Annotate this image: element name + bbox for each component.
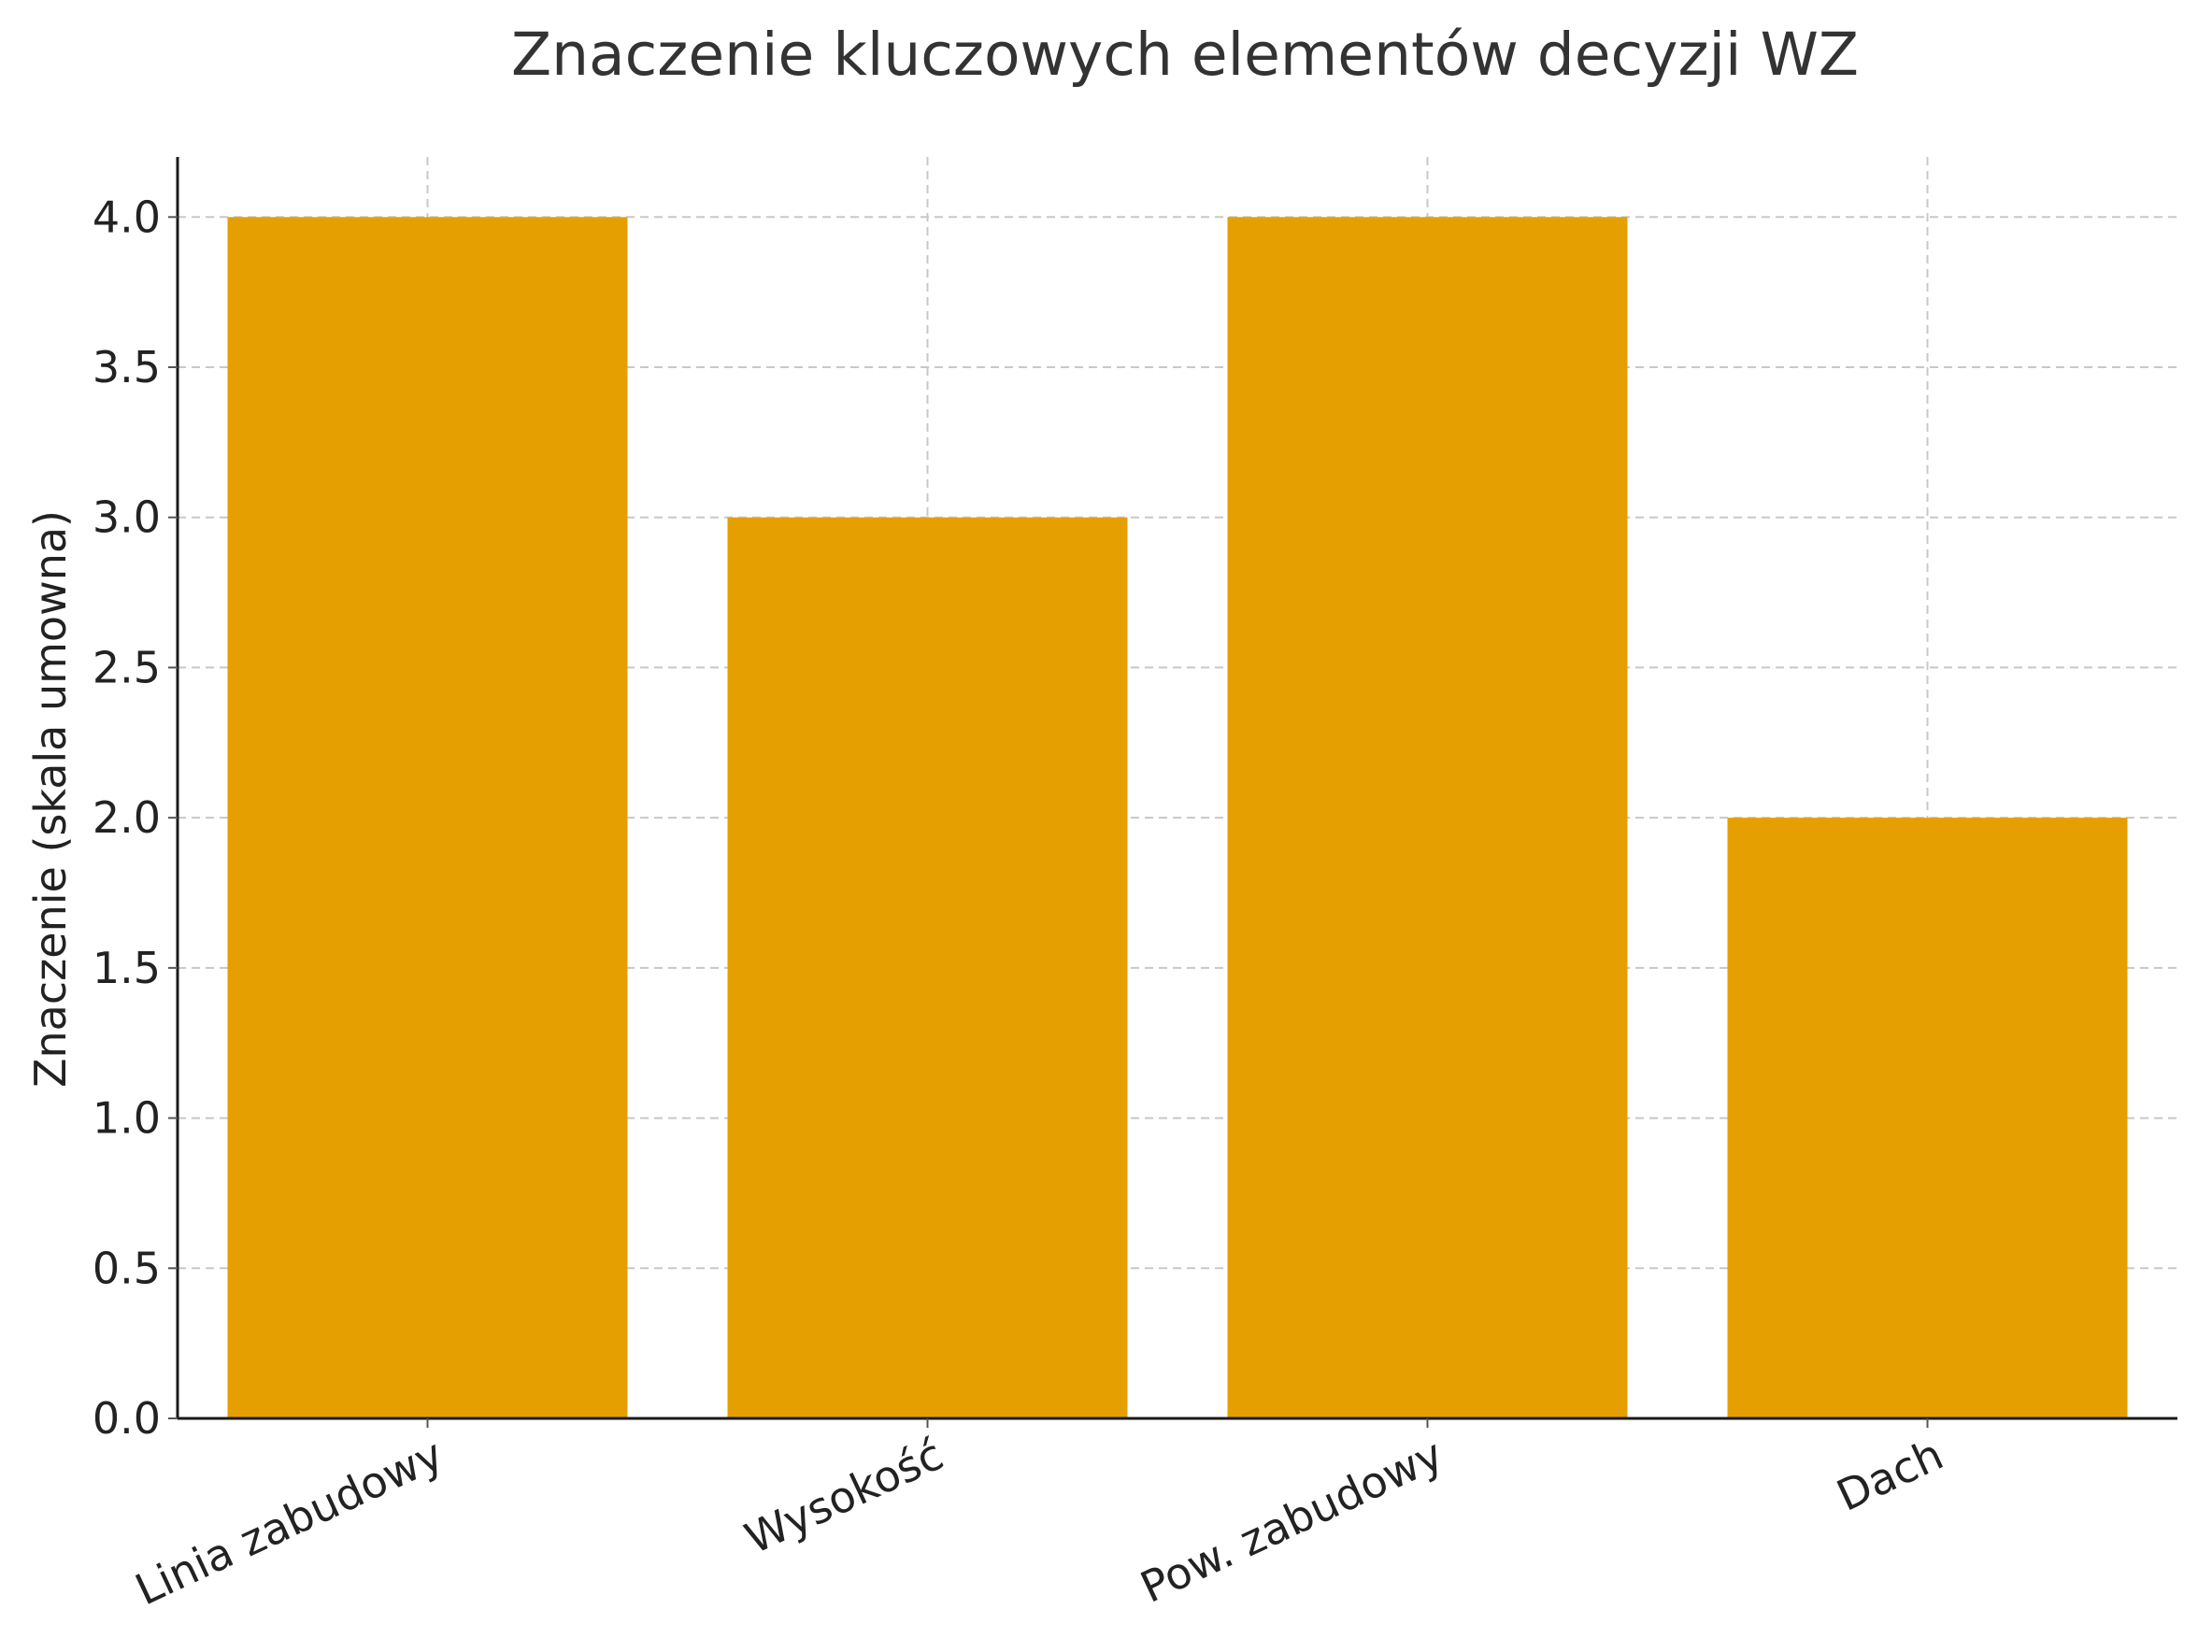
y-axis-label: Znaczenie (skala umowna) (25, 510, 76, 1088)
bars-layer (227, 217, 2128, 1418)
y-tick-label: 0.5 (93, 1243, 161, 1293)
x-tick-label: Pow. zabudowy (1133, 1429, 1450, 1613)
chart-title: Znaczenie kluczowych elementów decyzji W… (511, 21, 1859, 89)
x-tick-label: Wysokość (737, 1429, 950, 1564)
y-tick-label: 3.5 (93, 342, 161, 392)
y-tick-label: 1.5 (93, 943, 161, 993)
y-tick-label: 3.0 (93, 492, 161, 543)
bar (227, 217, 628, 1418)
y-tick-label: 4.0 (93, 192, 161, 242)
x-tick-label: Dach (1829, 1429, 1950, 1521)
y-tick-label: 2.5 (93, 642, 161, 692)
y-tick-label: 0.0 (93, 1393, 161, 1444)
y-tick-label: 1.0 (93, 1093, 161, 1144)
y-tick-label: 2.0 (93, 792, 161, 843)
bar (727, 517, 1128, 1418)
x-tick-label: Linia zabudowy (128, 1429, 450, 1615)
bar (1727, 818, 2128, 1418)
bar (1227, 217, 1628, 1418)
